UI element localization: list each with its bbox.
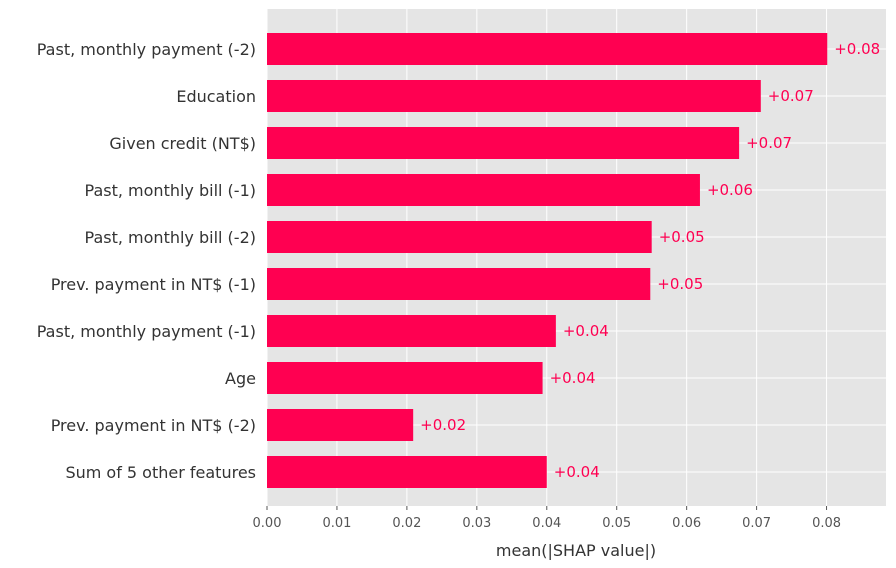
bar (267, 174, 700, 206)
bar (267, 127, 740, 159)
bar-value-label: +0.04 (554, 463, 600, 481)
bar-value-label: +0.04 (550, 369, 596, 387)
bar (267, 80, 761, 112)
category-labels: Past, monthly payment (-2) Education Given… (37, 40, 256, 482)
category-label: Prev. payment in NT$ (-1) (51, 275, 256, 294)
bar (267, 221, 652, 253)
bar (267, 315, 556, 347)
x-tick-label: 0.06 (672, 516, 701, 531)
x-axis-title: mean(|SHAP value|) (496, 541, 656, 560)
x-tick-label: 0.03 (462, 516, 491, 531)
x-tick-label: 0.07 (742, 516, 771, 531)
bar-value-label: +0.08 (834, 40, 880, 58)
x-tick-label: 0.05 (602, 516, 631, 531)
x-tick-label: 0.01 (322, 516, 351, 531)
bar (267, 268, 651, 300)
bar-value-label: +0.07 (768, 87, 814, 105)
bar (267, 362, 543, 394)
category-label: Given credit (NT$) (109, 134, 256, 153)
bar-value-label: +0.05 (659, 228, 705, 246)
category-label: Sum of 5 other features (65, 463, 256, 482)
category-label: Past, monthly bill (-2) (85, 228, 256, 247)
bars (267, 33, 828, 488)
category-label: Past, monthly bill (-1) (85, 181, 256, 200)
x-tick-label: 0.08 (812, 516, 841, 531)
bar-value-label: +0.07 (746, 134, 792, 152)
bar-value-label: +0.05 (657, 275, 703, 293)
bar (267, 456, 547, 488)
x-tick-label: 0.00 (253, 516, 282, 531)
bar (267, 33, 828, 65)
category-label: Prev. payment in NT$ (-2) (51, 416, 256, 435)
bar-value-label: +0.02 (420, 416, 466, 434)
data-labels: +0.08 +0.07 +0.07 +0.06 +0.05 +0.05 +0.04 +0.04… (420, 40, 880, 481)
x-tick-label: 0.02 (392, 516, 421, 531)
category-label: Past, monthly payment (-1) (37, 322, 256, 341)
category-label: Past, monthly payment (-2) (37, 40, 256, 59)
x-ticks: 0.00 0.01 0.02 0.03 0.04 0.05 0.06 0.07 0.08 (253, 506, 841, 531)
category-label: Education (176, 87, 256, 106)
bar-value-label: +0.04 (563, 322, 609, 340)
bar (267, 409, 414, 441)
x-tick-label: 0.04 (532, 516, 561, 531)
bar-value-label: +0.06 (707, 181, 753, 199)
category-label: Age (225, 369, 256, 388)
